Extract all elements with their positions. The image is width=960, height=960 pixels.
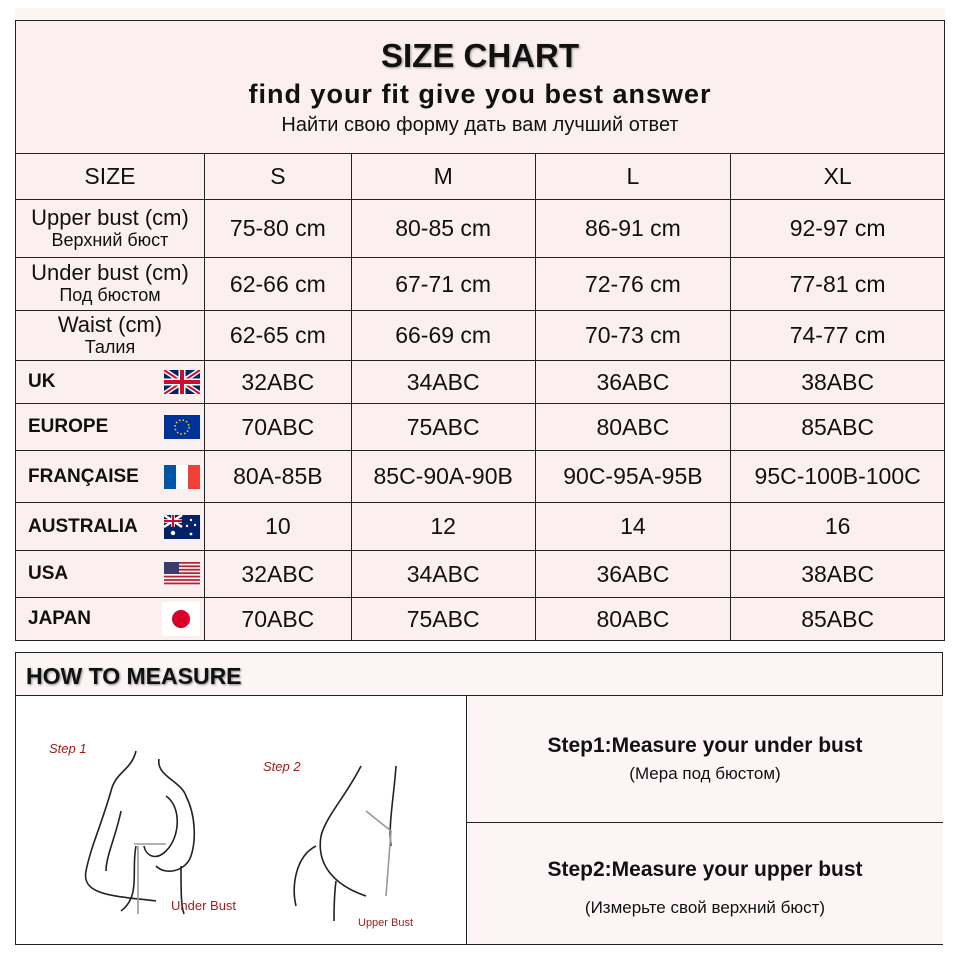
column-header: L: [534, 153, 732, 200]
step2-title: Step2:Measure your upper bust: [547, 858, 863, 881]
body-illustration-icon: Step 1 Step 2 Under Bust Upper Bust: [49, 741, 413, 929]
table-row: Upper bust (cm) Верхний бюст 75-80 cm 80-85…: [15, 199, 945, 258]
table-cell: 75ABC: [350, 403, 536, 451]
table-cell: 86-91 cm: [534, 199, 732, 258]
row-label: Under bust (cm) Под бюстом: [15, 257, 205, 311]
step2-box: Step2:Measure your upper bust (Измерьте …: [467, 823, 943, 944]
country-label: USA: [28, 563, 69, 584]
column-header: SIZE: [15, 153, 205, 200]
table-cell: 85ABC: [730, 597, 945, 641]
table-row: Waist (cm) Талия 62-65 cm 66-69 cm 70-73 cm 7…: [15, 310, 945, 361]
country-label: AUSTRALIA: [28, 515, 138, 537]
table-cell: 16: [730, 502, 945, 551]
table-cell: 38ABC: [730, 360, 945, 404]
eu-flag-icon: [163, 415, 200, 439]
row-label-en: Under bust (cm): [31, 260, 189, 285]
table-cell: 67-71 cm: [350, 257, 536, 311]
table-cell: 85ABC: [730, 403, 945, 451]
table-cell: 34ABC: [350, 360, 536, 404]
table-cell: 70-73 cm: [534, 310, 732, 361]
row-label: FRANÇAISE: [15, 450, 205, 503]
how-title: HOW TO MEASURE: [16, 653, 942, 696]
how-to-measure: HOW TO MEASURE Step 1 Step 2 Under Bust …: [15, 652, 943, 945]
row-label: Upper bust (cm) Верхний бюст: [15, 199, 205, 258]
row-label-en: Upper bust (cm): [31, 204, 189, 230]
step1-label: Step 1: [49, 741, 87, 756]
subtitle-ru: Найти свою форму дать вам лучший ответ: [281, 114, 679, 136]
table-cell: 80-85 cm: [350, 199, 536, 258]
row-label: JAPAN: [15, 597, 205, 641]
row-label-ru: Талия: [84, 336, 136, 357]
table-row: UK 32ABC 34ABC 36ABC 38ABC: [15, 360, 945, 404]
table-row: EUROPE 70ABC 75ABC 80ABC 85ABC: [15, 403, 945, 451]
table-cell: 62-65 cm: [203, 310, 352, 361]
france-flag-icon: [163, 464, 200, 489]
table-row: JAPAN 70ABC 75ABC 80ABC 85ABC: [15, 597, 945, 641]
row-label: UK: [15, 360, 205, 404]
country-label: JAPAN: [28, 608, 91, 629]
table-cell: 74-77 cm: [730, 310, 945, 361]
table-cell: 85C-90A-90B: [350, 450, 536, 503]
country-label: FRANÇAISE: [28, 465, 139, 487]
row-label: Waist (cm) Талия: [15, 310, 205, 361]
table-cell: 38ABC: [730, 550, 945, 598]
column-header: M: [350, 153, 536, 200]
measure-illustration: Step 1 Step 2 Under Bust Upper Bust: [16, 696, 467, 944]
table-row: FRANÇAISE 80A-85B 85C-90A-90B 90C-95A-95B 95…: [15, 450, 945, 503]
size-header-row: SIZE S M L XL: [15, 153, 945, 200]
table-cell: 75ABC: [350, 597, 536, 641]
australia-flag-icon: [163, 514, 200, 539]
table-cell: 92-97 cm: [730, 199, 945, 258]
row-label-en: Waist (cm): [57, 311, 163, 337]
table-cell: 36ABC: [534, 550, 732, 598]
row-label-ru: Под бюстом: [59, 285, 161, 305]
japan-flag-icon: [161, 602, 200, 636]
step1-title: Step1:Measure your under bust: [547, 734, 863, 757]
row-label: AUSTRALIA: [15, 502, 205, 551]
table-cell: 90C-95A-95B: [534, 450, 732, 503]
step2-label: Step 2: [263, 759, 301, 774]
table-cell: 32ABC: [203, 360, 352, 404]
usa-flag-icon: [163, 562, 200, 586]
column-header: S: [203, 153, 352, 200]
row-label: EUROPE: [15, 403, 205, 451]
upper-bust-label: Upper Bust: [358, 917, 413, 929]
table-cell: 77-81 cm: [730, 257, 945, 311]
size-chart-table: SIZE CHART find your fit give you best a…: [15, 20, 945, 641]
table-cell: 75-80 cm: [203, 199, 352, 258]
table-cell: 80ABC: [534, 403, 732, 451]
table-row: Under bust (cm) Под бюстом 62-66 cm 67-71 c…: [15, 257, 945, 311]
table-cell: 62-66 cm: [203, 257, 352, 311]
country-label: UK: [28, 371, 56, 392]
subtitle: find your fit give you best answer: [248, 79, 712, 109]
country-label: EUROPE: [28, 416, 109, 437]
table-cell: 34ABC: [350, 550, 536, 598]
step2-ru: (Измерьте свой верхний бюст): [584, 898, 826, 917]
table-row: AUSTRALIA 10 12 14 16: [15, 502, 945, 551]
table-cell: 72-76 cm: [534, 257, 732, 311]
table-cell: 95C-100B-100C: [730, 450, 945, 503]
step1-ru: (Мера под бюстом): [629, 764, 781, 783]
column-header: XL: [730, 153, 945, 200]
table-cell: 10: [203, 502, 352, 551]
table-cell: 70ABC: [203, 403, 352, 451]
table-cell: 80ABC: [534, 597, 732, 641]
table-cell: 32ABC: [203, 550, 352, 598]
table-cell: 66-69 cm: [350, 310, 536, 361]
uk-flag-icon: [163, 370, 200, 394]
table-row: USA 32ABC 34ABC 36ABC 38ABC: [15, 550, 945, 598]
table-cell: 80A-85B: [203, 450, 352, 503]
step1-box: Step1:Measure your under bust (Мера под …: [467, 696, 943, 823]
chart-header: SIZE CHART find your fit give you best a…: [15, 20, 945, 154]
under-bust-label: Under Bust: [171, 898, 236, 913]
table-cell: 12: [350, 502, 536, 551]
table-cell: 36ABC: [534, 360, 732, 404]
top-band: [15, 8, 945, 22]
page-title: SIZE CHART: [381, 37, 579, 74]
row-label: USA: [15, 550, 205, 598]
table-cell: 14: [534, 502, 732, 551]
table-cell: 70ABC: [203, 597, 352, 641]
row-label-ru: Верхний бюст: [51, 229, 169, 250]
